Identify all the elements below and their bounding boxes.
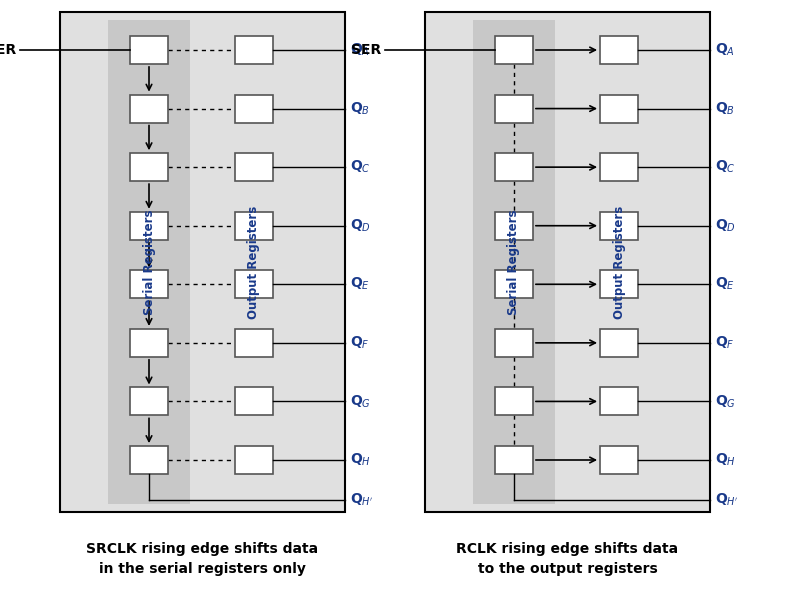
Text: Q$_{H}$: Q$_{H}$ bbox=[350, 452, 371, 468]
Text: in the serial registers only: in the serial registers only bbox=[99, 562, 306, 576]
Bar bbox=[235, 387, 273, 416]
Text: RCLK rising edge shifts data: RCLK rising edge shifts data bbox=[456, 542, 678, 556]
Bar bbox=[495, 329, 533, 357]
Bar bbox=[495, 387, 533, 416]
Bar bbox=[130, 329, 168, 357]
Bar bbox=[578, 20, 660, 504]
Bar bbox=[235, 212, 273, 240]
Bar bbox=[600, 387, 638, 416]
Text: SER: SER bbox=[351, 43, 381, 57]
Bar bbox=[495, 446, 533, 474]
Bar bbox=[130, 387, 168, 416]
Text: Q$_{C}$: Q$_{C}$ bbox=[715, 159, 736, 176]
Text: Serial Registers: Serial Registers bbox=[507, 209, 520, 315]
Bar bbox=[600, 329, 638, 357]
Bar bbox=[130, 153, 168, 181]
Bar bbox=[600, 95, 638, 122]
Text: Q$_{C}$: Q$_{C}$ bbox=[350, 159, 371, 176]
Bar bbox=[130, 95, 168, 122]
Text: Q$_{D}$: Q$_{D}$ bbox=[715, 217, 736, 234]
Text: Q$_{E}$: Q$_{E}$ bbox=[715, 276, 735, 293]
Bar bbox=[425, 12, 710, 512]
Text: Q$_{F}$: Q$_{F}$ bbox=[715, 335, 734, 351]
Text: Q$_{H'}$: Q$_{H'}$ bbox=[350, 492, 374, 508]
Bar bbox=[235, 329, 273, 357]
Bar bbox=[235, 36, 273, 64]
Text: Q$_{D}$: Q$_{D}$ bbox=[350, 217, 371, 234]
Text: to the output registers: to the output registers bbox=[478, 562, 658, 576]
Text: Q$_{B}$: Q$_{B}$ bbox=[715, 100, 735, 117]
Bar bbox=[130, 36, 168, 64]
Text: Serial Registers: Serial Registers bbox=[142, 209, 156, 315]
Bar bbox=[473, 20, 555, 504]
Text: Q$_{F}$: Q$_{F}$ bbox=[350, 335, 370, 351]
Text: Q$_{A}$: Q$_{A}$ bbox=[715, 42, 735, 58]
Bar bbox=[495, 212, 533, 240]
Bar bbox=[600, 271, 638, 298]
Text: Output Registers: Output Registers bbox=[248, 206, 260, 319]
Bar bbox=[130, 212, 168, 240]
Bar bbox=[235, 95, 273, 122]
Text: Q$_{G}$: Q$_{G}$ bbox=[715, 394, 736, 409]
Bar bbox=[130, 271, 168, 298]
Bar bbox=[235, 446, 273, 474]
Text: Q$_{H'}$: Q$_{H'}$ bbox=[715, 492, 738, 508]
Bar bbox=[213, 20, 295, 504]
Bar bbox=[130, 446, 168, 474]
Bar bbox=[235, 153, 273, 181]
Bar bbox=[495, 153, 533, 181]
Text: SER: SER bbox=[0, 43, 16, 57]
Bar bbox=[600, 36, 638, 64]
Bar bbox=[600, 212, 638, 240]
Text: Q$_{A}$: Q$_{A}$ bbox=[350, 42, 370, 58]
Bar bbox=[495, 95, 533, 122]
Text: Q$_{B}$: Q$_{B}$ bbox=[350, 100, 370, 117]
Text: Q$_{H}$: Q$_{H}$ bbox=[715, 452, 736, 468]
Bar bbox=[600, 153, 638, 181]
Bar bbox=[235, 271, 273, 298]
Bar bbox=[600, 446, 638, 474]
Bar bbox=[495, 271, 533, 298]
Bar bbox=[108, 20, 190, 504]
Text: Output Registers: Output Registers bbox=[613, 206, 626, 319]
Text: Q$_{G}$: Q$_{G}$ bbox=[350, 394, 371, 409]
Bar bbox=[495, 36, 533, 64]
Text: Q$_{E}$: Q$_{E}$ bbox=[350, 276, 370, 293]
Bar bbox=[60, 12, 345, 512]
Text: SRCLK rising edge shifts data: SRCLK rising edge shifts data bbox=[86, 542, 319, 556]
